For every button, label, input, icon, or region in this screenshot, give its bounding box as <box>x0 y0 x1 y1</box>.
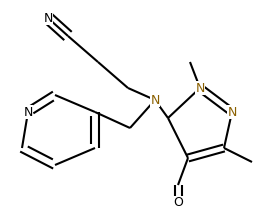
Text: N: N <box>23 105 33 118</box>
Text: O: O <box>173 197 183 209</box>
Text: N: N <box>195 82 205 94</box>
Text: N: N <box>150 94 160 107</box>
Text: N: N <box>43 12 53 25</box>
Text: N: N <box>227 105 237 118</box>
